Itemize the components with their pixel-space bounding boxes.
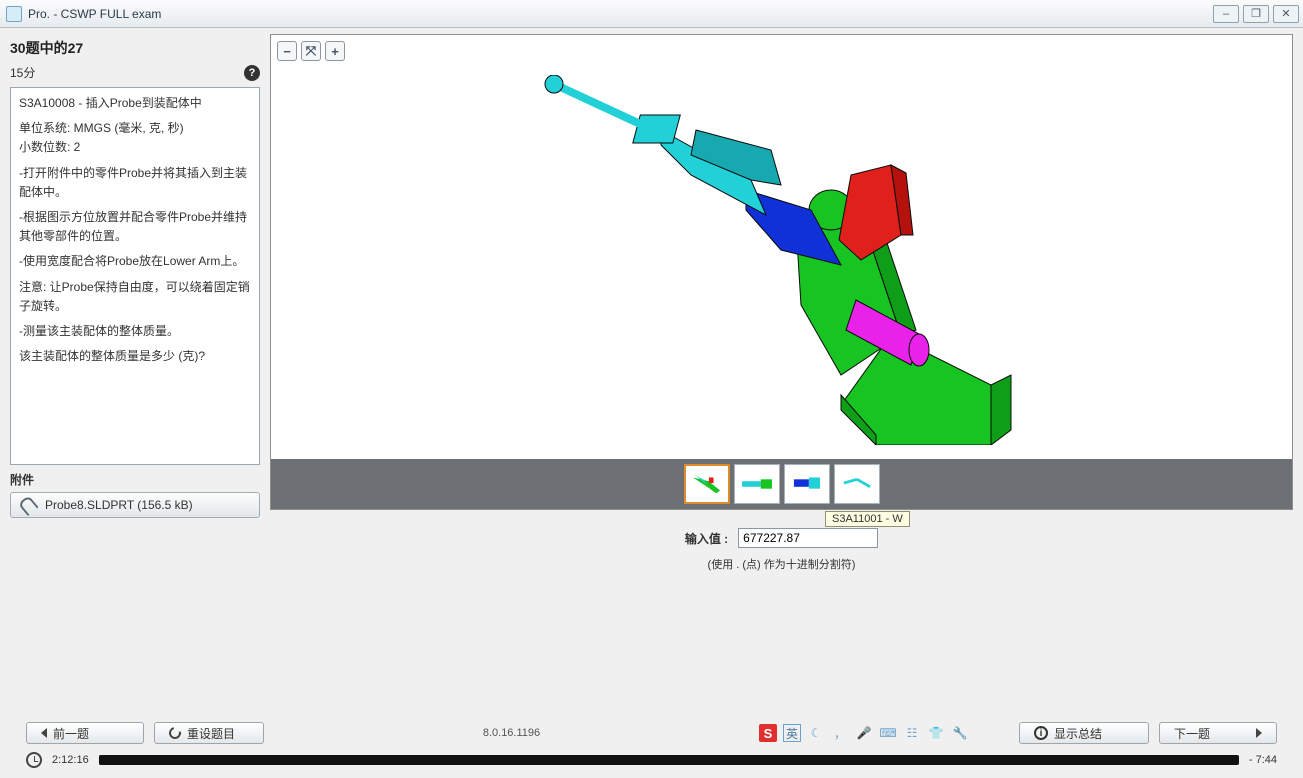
reset-label: 重设题目 <box>187 725 235 742</box>
q-line: 注意: 让Probe保持自由度，可以绕着固定销子旋转。 <box>19 278 251 316</box>
ime-punct-icon[interactable]: ， <box>831 724 849 742</box>
version-label: 8.0.16.1196 <box>274 727 749 739</box>
ime-lang-button[interactable]: 英 <box>783 724 801 742</box>
ime-tools-icon[interactable]: 🔧 <box>951 724 969 742</box>
timer-row: 2:12:16 - 7:44 <box>26 752 1277 768</box>
answer-input[interactable] <box>738 528 878 548</box>
prev-question-button[interactable]: 前一题 <box>26 722 144 744</box>
question-body: S3A10008 - 插入Probe到装配体中 单位系统: MMGS (毫米, … <box>10 87 260 465</box>
answer-label: 输入值 : <box>685 530 728 547</box>
window-title: Pro. - CSWP FULL exam <box>28 7 161 21</box>
title-bar: Pro. - CSWP FULL exam – ❐ ✕ <box>0 0 1303 28</box>
red-block <box>839 165 913 260</box>
answer-section: 输入值 : (使用 . (点) 作为十进制分割符) <box>270 510 1293 572</box>
model-canvas <box>541 75 1021 445</box>
attachment-button[interactable]: Probe8.SLDPRT (156.5 kB) <box>10 492 260 518</box>
reset-question-button[interactable]: 重设题目 <box>154 722 264 744</box>
thumbnail-2[interactable] <box>734 464 780 504</box>
viewport-frame: − ⤧ + <box>270 34 1293 510</box>
thumbnail-4[interactable] <box>834 464 880 504</box>
model-viewport[interactable]: − ⤧ + <box>271 35 1292 459</box>
thumbnail-strip: S3A11001 - W <box>271 459 1292 509</box>
ime-keyboard-icon[interactable]: ⌨ <box>879 724 897 742</box>
q-line: -打开附件中的零件Probe并将其插入到主装配体中。 <box>19 164 251 202</box>
summary-label: 显示总结 <box>1054 725 1102 742</box>
show-summary-button[interactable]: i 显示总结 <box>1019 722 1149 744</box>
zoom-in-button[interactable]: + <box>325 41 345 61</box>
q-line: 该主装配体的整体质量是多少 (克)? <box>19 347 251 366</box>
ime-skin-icon[interactable]: 👕 <box>927 724 945 742</box>
ime-grid-icon[interactable]: ☷ <box>903 724 921 742</box>
zoom-fit-button[interactable]: ⤧ <box>301 41 321 61</box>
clock-icon <box>26 752 42 768</box>
q-line: -测量该主装配体的整体质量。 <box>19 322 251 341</box>
q-line: 小数位数: 2 <box>19 138 251 157</box>
q-line: -使用宽度配合将Probe放在Lower Arm上。 <box>19 252 251 271</box>
sogou-icon[interactable]: S <box>759 724 777 742</box>
info-icon: i <box>1034 726 1048 740</box>
elapsed-time: 2:12:16 <box>52 754 89 766</box>
paperclip-icon <box>18 494 41 517</box>
progress-fill <box>99 755 1171 765</box>
attachment-filename: Probe8.SLDPRT (156.5 kB) <box>45 498 193 512</box>
ime-tray: S 英 ☾ ， 🎤 ⌨ ☷ 👕 🔧 <box>759 724 969 742</box>
thumbnail-1[interactable] <box>684 464 730 504</box>
q-line: 单位系统: MMGS (毫米, 克, 秒) <box>19 119 251 138</box>
zoom-toolbar: − ⤧ + <box>277 41 345 61</box>
refresh-icon <box>167 725 183 741</box>
next-label: 下一题 <box>1174 725 1210 742</box>
cyan-probe <box>545 75 781 215</box>
answer-hint: (使用 . (点) 作为十进制分割符) <box>708 556 856 572</box>
question-panel: 30题中的27 15分 ? S3A10008 - 插入Probe到装配体中 单位… <box>10 34 260 722</box>
thumbnail-3[interactable] <box>784 464 830 504</box>
close-button[interactable]: ✕ <box>1273 5 1299 23</box>
question-points: 15分 <box>10 64 35 81</box>
zoom-out-button[interactable]: − <box>277 41 297 61</box>
help-icon[interactable]: ? <box>244 65 260 81</box>
maximize-button[interactable]: ❐ <box>1243 5 1269 23</box>
prev-label: 前一题 <box>53 725 89 742</box>
ime-moon-icon[interactable]: ☾ <box>807 724 825 742</box>
progress-bar <box>99 755 1239 765</box>
q-line: S3A10008 - 插入Probe到装配体中 <box>19 94 251 113</box>
app-icon <box>6 6 22 22</box>
ime-mic-icon[interactable]: 🎤 <box>855 724 873 742</box>
attachment-section-label: 附件 <box>10 471 260 488</box>
minimize-button[interactable]: – <box>1213 5 1239 23</box>
q-line: -根据图示方位放置并配合零件Probe并维持其他零部件的位置。 <box>19 208 251 246</box>
next-question-button[interactable]: 下一题 <box>1159 722 1277 744</box>
remaining-time: - 7:44 <box>1249 754 1277 766</box>
question-counter: 30题中的27 <box>10 34 260 62</box>
thumbnail-tooltip: S3A11001 - W <box>825 511 910 527</box>
